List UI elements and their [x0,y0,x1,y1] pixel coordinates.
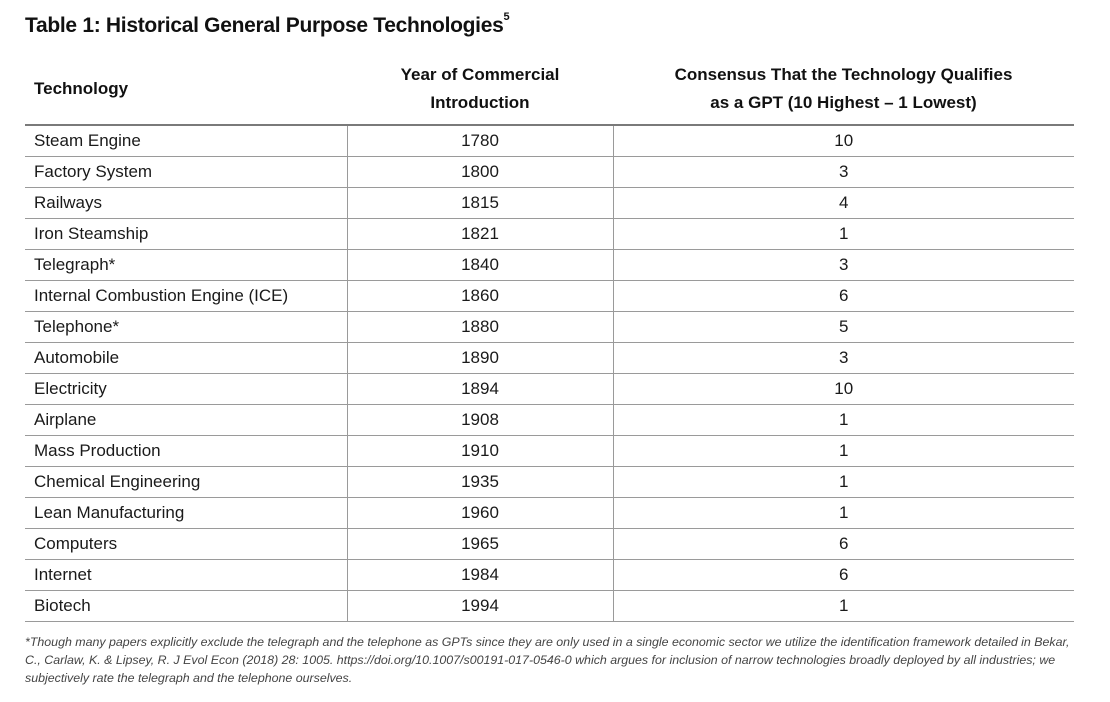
year-cell: 1935 [347,466,614,498]
score-cell: 3 [613,249,1074,281]
table-row: Railways 1815 4 [25,187,1074,219]
technology-cell: Telegraph* [25,249,348,281]
table-row: Mass Production 1910 1 [25,435,1074,467]
table-row: Internal Combustion Engine (ICE) 1860 6 [25,280,1074,312]
table-row: Steam Engine 1780 10 [25,125,1074,157]
year-cell: 1860 [347,280,614,312]
year-cell: 1780 [347,125,614,157]
year-cell: 1800 [347,156,614,188]
year-cell: 1910 [347,435,614,467]
year-cell: 1965 [347,528,614,560]
technology-cell: Telephone* [25,311,348,343]
technology-cell: Chemical Engineering [25,466,348,498]
footnote: *Though many papers explicitly exclude t… [25,635,1070,685]
score-cell: 1 [613,218,1074,250]
table-row: Factory System 1800 3 [25,156,1074,188]
technology-cell: Internal Combustion Engine (ICE) [25,280,348,312]
technology-cell: Airplane [25,404,348,436]
gpt-table: Technology Year of Commercial Introducti… [25,54,1074,622]
year-cell: 1880 [347,311,614,343]
technology-cell: Biotech [25,590,348,622]
table-row: Telegraph* 1840 3 [25,249,1074,281]
header-year: Year of Commercial Introduction [347,54,613,126]
technology-cell: Steam Engine [25,125,348,157]
technology-cell: Lean Manufacturing [25,497,348,529]
table-title-text: Table 1: Historical General Purpose Tech… [25,14,504,37]
table-row: Electricity 1894 10 [25,373,1074,405]
score-cell: 6 [613,559,1074,591]
year-cell: 1960 [347,497,614,529]
header-technology: Technology [25,54,347,126]
score-cell: 3 [613,342,1074,374]
table-row: Biotech 1994 1 [25,590,1074,622]
table-row: Airplane 1908 1 [25,404,1074,436]
header-consensus-line1: Consensus That the Technology Qualifies [674,65,1013,84]
score-cell: 1 [613,590,1074,622]
technology-cell: Railways [25,187,348,219]
technology-cell: Iron Steamship [25,218,348,250]
score-cell: 10 [613,373,1074,405]
score-cell: 1 [613,497,1074,529]
technology-cell: Electricity [25,373,348,405]
table-row: Lean Manufacturing 1960 1 [25,497,1074,529]
score-cell: 5 [613,311,1074,343]
technology-cell: Factory System [25,156,348,188]
table-row: Iron Steamship 1821 1 [25,218,1074,250]
table-row: Internet 1984 6 [25,559,1074,591]
score-cell: 6 [613,280,1074,312]
table-body: Steam Engine 1780 10 Factory System 1800 3 Rai… [25,125,1074,622]
header-consensus: Consensus That the Technology Qualifies … [613,54,1074,126]
technology-cell: Automobile [25,342,348,374]
score-cell: 3 [613,156,1074,188]
footnote-reference: 5 [503,11,510,23]
header-consensus-line2: as a GPT (10 Highest – 1 Lowest) [710,93,977,112]
score-cell: 1 [613,466,1074,498]
score-cell: 1 [613,435,1074,467]
score-cell: 4 [613,187,1074,219]
table-row: Telephone* 1880 5 [25,311,1074,343]
score-cell: 10 [613,125,1074,157]
score-cell: 1 [613,404,1074,436]
year-cell: 1840 [347,249,614,281]
header-year-line1: Year of Commercial [400,65,560,84]
table-row: Chemical Engineering 1935 1 [25,466,1074,498]
year-cell: 1908 [347,404,614,436]
table-row: Automobile 1890 3 [25,342,1074,374]
year-cell: 1890 [347,342,614,374]
year-cell: 1984 [347,559,614,591]
table-header: Technology Year of Commercial Introducti… [25,54,1074,126]
technology-cell: Mass Production [25,435,348,467]
year-cell: 1994 [347,590,614,622]
year-cell: 1815 [347,187,614,219]
year-cell: 1821 [347,218,614,250]
header-year-line2: Introduction [430,93,530,112]
table-row: Computers 1965 6 [25,528,1074,560]
table-title: Table 1: Historical General Purpose Tech… [25,11,510,38]
year-cell: 1894 [347,373,614,405]
technology-cell: Computers [25,528,348,560]
header-row: Technology Year of Commercial Introducti… [25,54,1074,126]
technology-cell: Internet [25,559,348,591]
score-cell: 6 [613,528,1074,560]
